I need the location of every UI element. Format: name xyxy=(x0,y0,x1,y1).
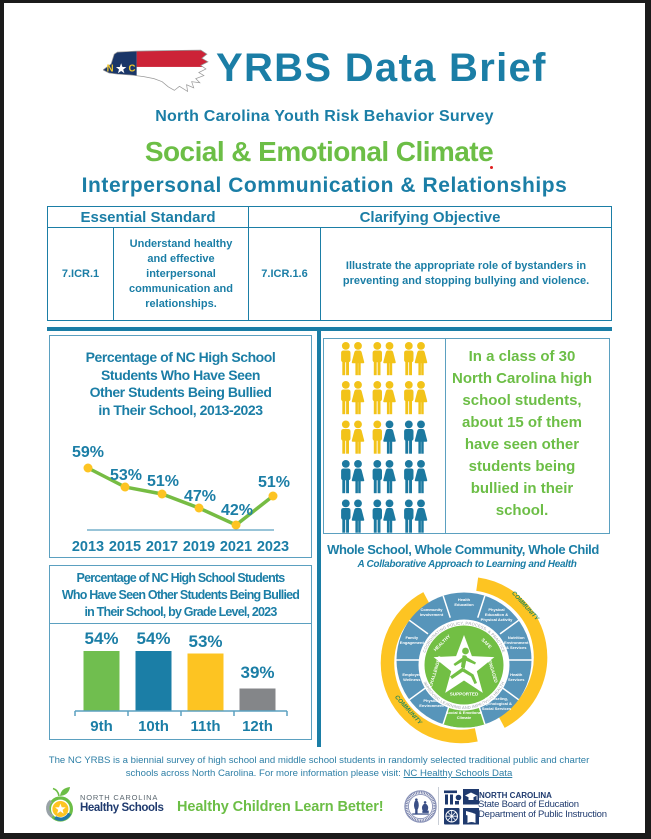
svg-text:Physical: Physical xyxy=(423,698,439,703)
svg-text:Community: Community xyxy=(421,607,444,612)
svg-text:Physical: Physical xyxy=(488,607,504,612)
svg-text:Engagement: Engagement xyxy=(400,640,425,645)
svg-text:39%: 39% xyxy=(240,663,274,682)
svg-text:2013: 2013 xyxy=(72,539,104,553)
svg-text:51%: 51% xyxy=(258,474,290,491)
svg-text:Social Services: Social Services xyxy=(482,706,512,711)
svg-text:Health: Health xyxy=(510,672,523,677)
svg-text:Services: Services xyxy=(508,677,525,682)
svg-text:47%: 47% xyxy=(184,488,216,505)
svg-text:Family: Family xyxy=(405,635,418,640)
svg-text:& Services: & Services xyxy=(506,645,527,650)
svg-text:2019: 2019 xyxy=(183,539,215,553)
svg-text:9th: 9th xyxy=(90,718,113,735)
svg-text:2023: 2023 xyxy=(257,539,289,553)
svg-text:Counseling,: Counseling, xyxy=(485,696,508,701)
svg-text:54%: 54% xyxy=(84,629,118,648)
svg-text:ENGAGED: ENGAGED xyxy=(487,660,499,684)
svg-text:59%: 59% xyxy=(72,444,104,461)
svg-text:Psychological &: Psychological & xyxy=(481,701,512,706)
svg-text:Wellness: Wellness xyxy=(403,677,421,682)
svg-text:C: C xyxy=(128,64,135,75)
svg-text:51%: 51% xyxy=(147,473,179,490)
svg-text:Education &: Education & xyxy=(485,612,508,617)
svg-text:10th: 10th xyxy=(138,718,169,735)
svg-text:Physical Activity: Physical Activity xyxy=(481,617,513,622)
svg-text:2021: 2021 xyxy=(220,539,252,553)
svg-text:Employee: Employee xyxy=(402,672,422,677)
svg-text:54%: 54% xyxy=(136,629,170,648)
svg-text:12th: 12th xyxy=(242,718,273,735)
svg-text:SUPPORTED: SUPPORTED xyxy=(450,692,479,697)
svg-text:Climate: Climate xyxy=(457,715,472,720)
svg-text:2015: 2015 xyxy=(109,539,141,553)
svg-text:Health: Health xyxy=(458,597,471,602)
svg-text:Social & Emotional: Social & Emotional xyxy=(446,710,482,715)
svg-text:53%: 53% xyxy=(110,467,142,484)
svg-text:Environment: Environment xyxy=(504,640,529,645)
svg-text:Nutrition: Nutrition xyxy=(508,635,525,640)
svg-text:Education: Education xyxy=(454,602,474,607)
svg-text:Involvement: Involvement xyxy=(420,612,444,617)
svg-text:N: N xyxy=(107,64,114,75)
svg-text:53%: 53% xyxy=(188,632,222,651)
svg-text:42%: 42% xyxy=(221,502,253,519)
svg-text:2017: 2017 xyxy=(146,539,178,553)
svg-text:Environment: Environment xyxy=(419,703,444,708)
svg-text:11th: 11th xyxy=(190,718,220,735)
